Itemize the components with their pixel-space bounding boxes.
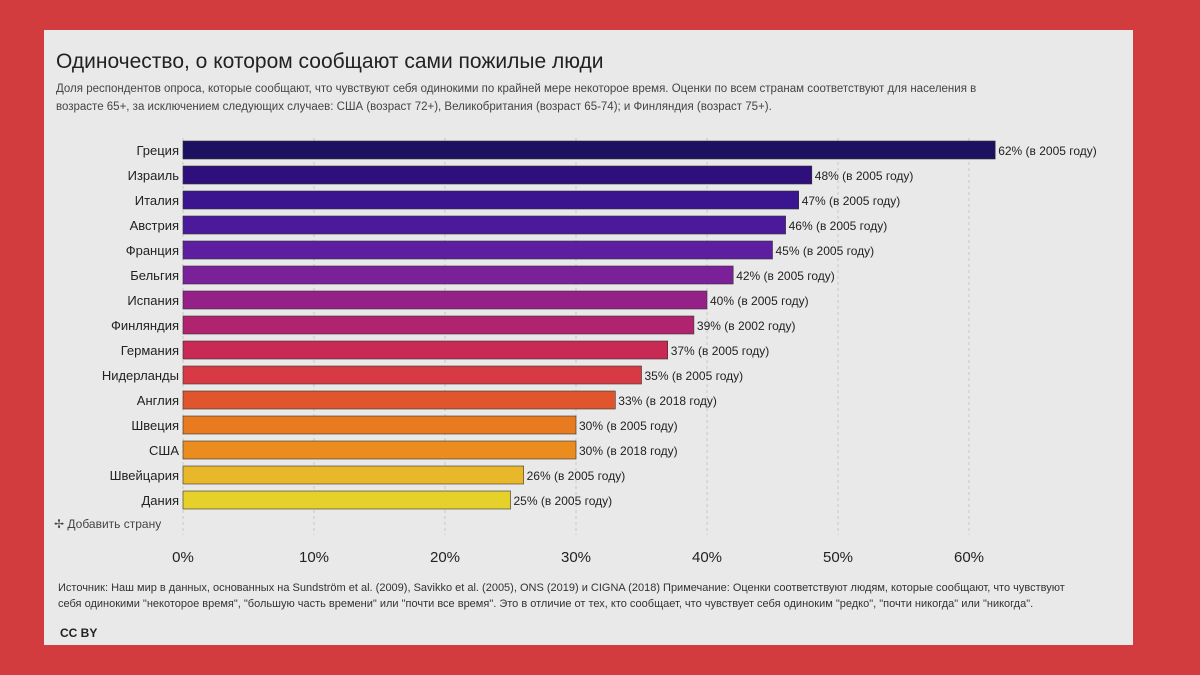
bar (182, 165, 813, 185)
license: CC BY (60, 626, 98, 640)
category-label: Нидерланды (102, 368, 179, 383)
bar (182, 290, 708, 310)
bar (182, 440, 577, 460)
data-label: 37% (в 2005 году) (671, 344, 770, 358)
category-label: Дания (141, 493, 179, 508)
data-label: 26% (в 2005 году) (527, 469, 626, 483)
data-label: 25% (в 2005 году) (514, 494, 613, 508)
bar (182, 465, 524, 485)
bar (182, 415, 577, 435)
x-tick-label: 40% (692, 549, 722, 566)
data-label: 33% (в 2018 году) (618, 394, 717, 408)
data-label: 62% (в 2005 году) (998, 144, 1097, 158)
bar (182, 215, 786, 235)
footer-note: Источник: Наш мир в данных, основанных н… (58, 582, 1065, 610)
data-label: 47% (в 2005 году) (802, 194, 901, 208)
bar (182, 190, 800, 210)
add-country-button[interactable]: ✢ Добавить страну (54, 517, 161, 531)
plus-icon: ✢ (54, 517, 68, 531)
bar (182, 140, 996, 160)
category-label: Израиль (128, 168, 180, 183)
bar (182, 390, 616, 410)
bar (182, 240, 773, 260)
category-label: Германия (121, 343, 179, 358)
data-label: 35% (в 2005 году) (645, 369, 744, 383)
x-tick-label: 50% (823, 549, 853, 566)
data-label: 48% (в 2005 году) (815, 169, 914, 183)
category-label: Греция (136, 143, 179, 158)
category-label: Швейцария (110, 468, 179, 483)
x-tick-label: 0% (172, 549, 194, 566)
data-label: 39% (в 2002 году) (697, 319, 796, 333)
category-label: Италия (135, 193, 179, 208)
category-label: Франция (126, 243, 179, 258)
bar-chart: 0% 10% 20% 30% 40% 50% 60% Греция 62% (в 2005 го… (102, 138, 1097, 566)
category-label: Швеция (131, 418, 179, 433)
data-label: 30% (в 2005 году) (579, 419, 678, 433)
data-label: 30% (в 2018 году) (579, 444, 678, 458)
category-label: Финляндия (111, 318, 179, 333)
chart-title: Одиночество, о котором сообщают сами пож… (56, 50, 604, 73)
chart-panel: Одиночество, о котором сообщают сами пож… (44, 30, 1133, 645)
category-label: США (149, 443, 179, 458)
category-label: Испания (127, 293, 179, 308)
data-label: 46% (в 2005 году) (789, 219, 888, 233)
category-label: Австрия (130, 218, 179, 233)
data-label: 40% (в 2005 году) (710, 294, 809, 308)
data-label: 42% (в 2005 году) (736, 269, 835, 283)
add-country-label: Добавить страну (67, 517, 162, 531)
category-label: Англия (137, 393, 179, 408)
bar (182, 265, 734, 285)
bar (182, 340, 669, 360)
x-tick-label: 60% (954, 549, 984, 566)
bar (182, 490, 511, 510)
x-tick-label: 30% (561, 549, 591, 566)
x-tick-label: 10% (299, 549, 329, 566)
data-label: 45% (в 2005 году) (776, 244, 875, 258)
category-label: Бельгия (130, 268, 179, 283)
bar (182, 365, 642, 385)
x-tick-label: 20% (430, 549, 460, 566)
bar (182, 315, 695, 335)
chart-subtitle: Доля респондентов опроса, которые сообща… (56, 83, 977, 113)
